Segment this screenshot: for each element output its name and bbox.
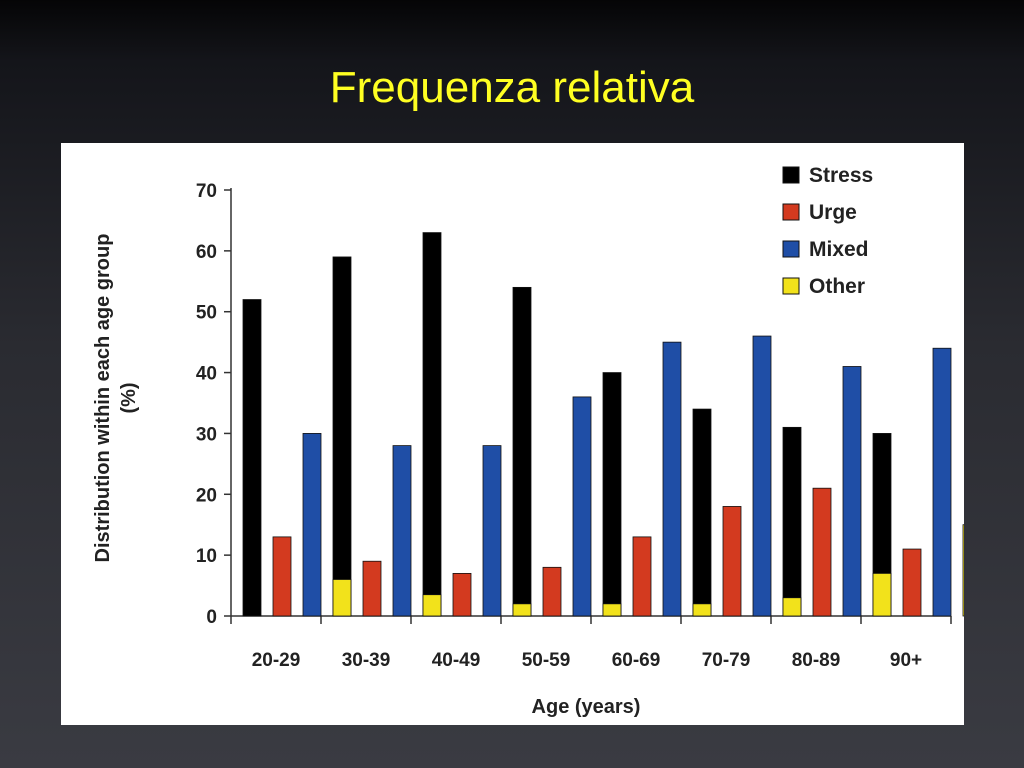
bar-other-80-89 — [872, 572, 892, 617]
slide-title: Frequenza relativa — [329, 63, 695, 112]
x-tick-label: 40-49 — [432, 650, 481, 671]
legend-label-stress: Stress — [809, 164, 873, 187]
x-tick-label: 20-29 — [252, 650, 301, 671]
bar-other-50-59 — [602, 603, 622, 617]
bar-other-40-49 — [512, 603, 532, 617]
x-axis: 20-29 30-39 40-49 50-59 60-69 70-79 80-89 90+ — [230, 615, 952, 671]
bar-other-70-79 — [782, 597, 802, 617]
y-tick-label: 30 — [196, 424, 217, 445]
y-tick-label: 20 — [196, 485, 217, 506]
legend-label-mixed: Mixed — [809, 238, 869, 261]
bar-urge-90+ — [902, 548, 922, 617]
bar-urge-80-89 — [812, 487, 832, 617]
bar-urge-30-39 — [362, 560, 382, 617]
chart-panel: Distribution within each age group (%) 0 1… — [61, 143, 964, 725]
bar-other-60-69 — [692, 603, 712, 617]
bar-other-90+ — [962, 524, 964, 617]
bar-stress-50-59 — [512, 286, 532, 617]
legend-label-urge: Urge — [809, 201, 857, 224]
legend-swatch-mixed — [782, 240, 800, 258]
bar-urge-50-59 — [542, 566, 562, 617]
legend-swatch-stress — [782, 166, 800, 184]
x-tick-label: 30-39 — [342, 650, 391, 671]
bar-urge-70-79 — [722, 506, 742, 617]
bar-mixed-70-79 — [752, 335, 772, 617]
y-axis-title: Distribution within each age group (%) — [92, 234, 140, 563]
bar-mixed-20-29 — [302, 433, 322, 617]
x-axis-title: Age (years) — [532, 696, 641, 718]
legend-swatch-other — [782, 277, 800, 295]
bar-stress-80-89 — [782, 426, 802, 617]
bar-mixed-80-89 — [842, 366, 862, 617]
y-tick-label: 10 — [196, 546, 217, 567]
y-axis-title-line: Distribution within each age group — [92, 234, 114, 563]
x-tick-label: 50-59 — [522, 650, 571, 671]
bar-mixed-40-49 — [482, 445, 502, 617]
y-axis: 0 10 20 30 40 50 60 70 — [196, 181, 232, 628]
bar-mixed-60-69 — [662, 341, 682, 617]
y-tick-label: 60 — [196, 242, 217, 263]
bar-urge-40-49 — [452, 572, 472, 617]
bar-mixed-50-59 — [572, 396, 592, 617]
legend-label-other: Other — [809, 275, 865, 298]
bar-urge-60-69 — [632, 536, 652, 617]
bar-other-20-29 — [332, 579, 352, 617]
y-tick-label: 0 — [206, 607, 217, 628]
y-tick-label: 70 — [196, 181, 217, 202]
bar-stress-40-49 — [422, 232, 442, 617]
bar-urge-20-29 — [272, 536, 292, 617]
bars — [242, 232, 964, 617]
legend: Stress Urge Mixed Other — [782, 164, 873, 298]
y-axis-title-group: Distribution within each age group (%) — [92, 234, 140, 563]
bar-stress-60-69 — [602, 372, 622, 617]
x-tick-label: 70-79 — [702, 650, 751, 671]
bar-chart: Distribution within each age group (%) 0 1… — [92, 164, 964, 718]
bar-mixed-90+ — [932, 347, 952, 617]
x-tick-label: 60-69 — [612, 650, 661, 671]
bar-mixed-30-39 — [392, 445, 412, 617]
x-tick-label: 80-89 — [792, 650, 841, 671]
bar-stress-20-29 — [242, 299, 262, 617]
bar-stress-70-79 — [692, 408, 712, 617]
y-tick-label: 40 — [196, 364, 217, 385]
x-tick-label: 90+ — [890, 650, 922, 671]
y-tick-label: 50 — [196, 303, 217, 324]
y-axis-title-line: (%) — [118, 382, 140, 413]
legend-swatch-urge — [782, 203, 800, 221]
bar-stress-30-39 — [332, 256, 352, 617]
bar-other-30-39 — [422, 594, 442, 617]
